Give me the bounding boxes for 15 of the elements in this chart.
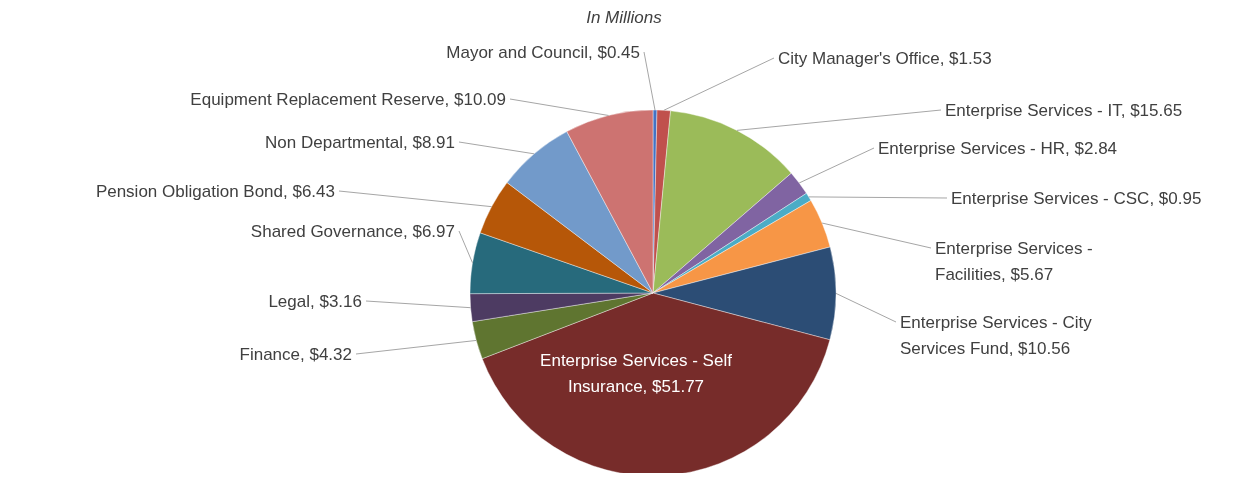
slice-label: Pension Obligation Bond, $6.43 [95, 182, 335, 201]
slice-label: Non Departmental, $8.91 [265, 133, 455, 152]
slice-label: City Manager's Office, $1.53 [778, 49, 992, 68]
slice-label: Legal, $3.16 [268, 292, 362, 311]
chart-title: In Millions [585, 8, 663, 28]
slice-label: Enterprise Services - HR, $2.84 [878, 139, 1118, 158]
slice-label: Enterprise Services - City Services Fund, $10.56 [900, 313, 1093, 358]
slice-label: Enterprise Services - CSC, $0.95 [951, 189, 1202, 208]
slice-label: Equipment Replacement Reserve, $10.09 [190, 90, 506, 109]
slice-label: Finance, $4.32 [239, 345, 352, 364]
slice-label: Mayor and Council, $0.45 [446, 43, 640, 62]
slice-label: Enterprise Services - Facilities, $5.67 [935, 239, 1093, 284]
slice-label: Shared Governance, $6.97 [250, 222, 455, 241]
slice-label: Enterprise Services - IT, $15.65 [945, 101, 1183, 120]
slice-label: Enterprise Services - Self Insurance, $51.77 [540, 351, 733, 396]
